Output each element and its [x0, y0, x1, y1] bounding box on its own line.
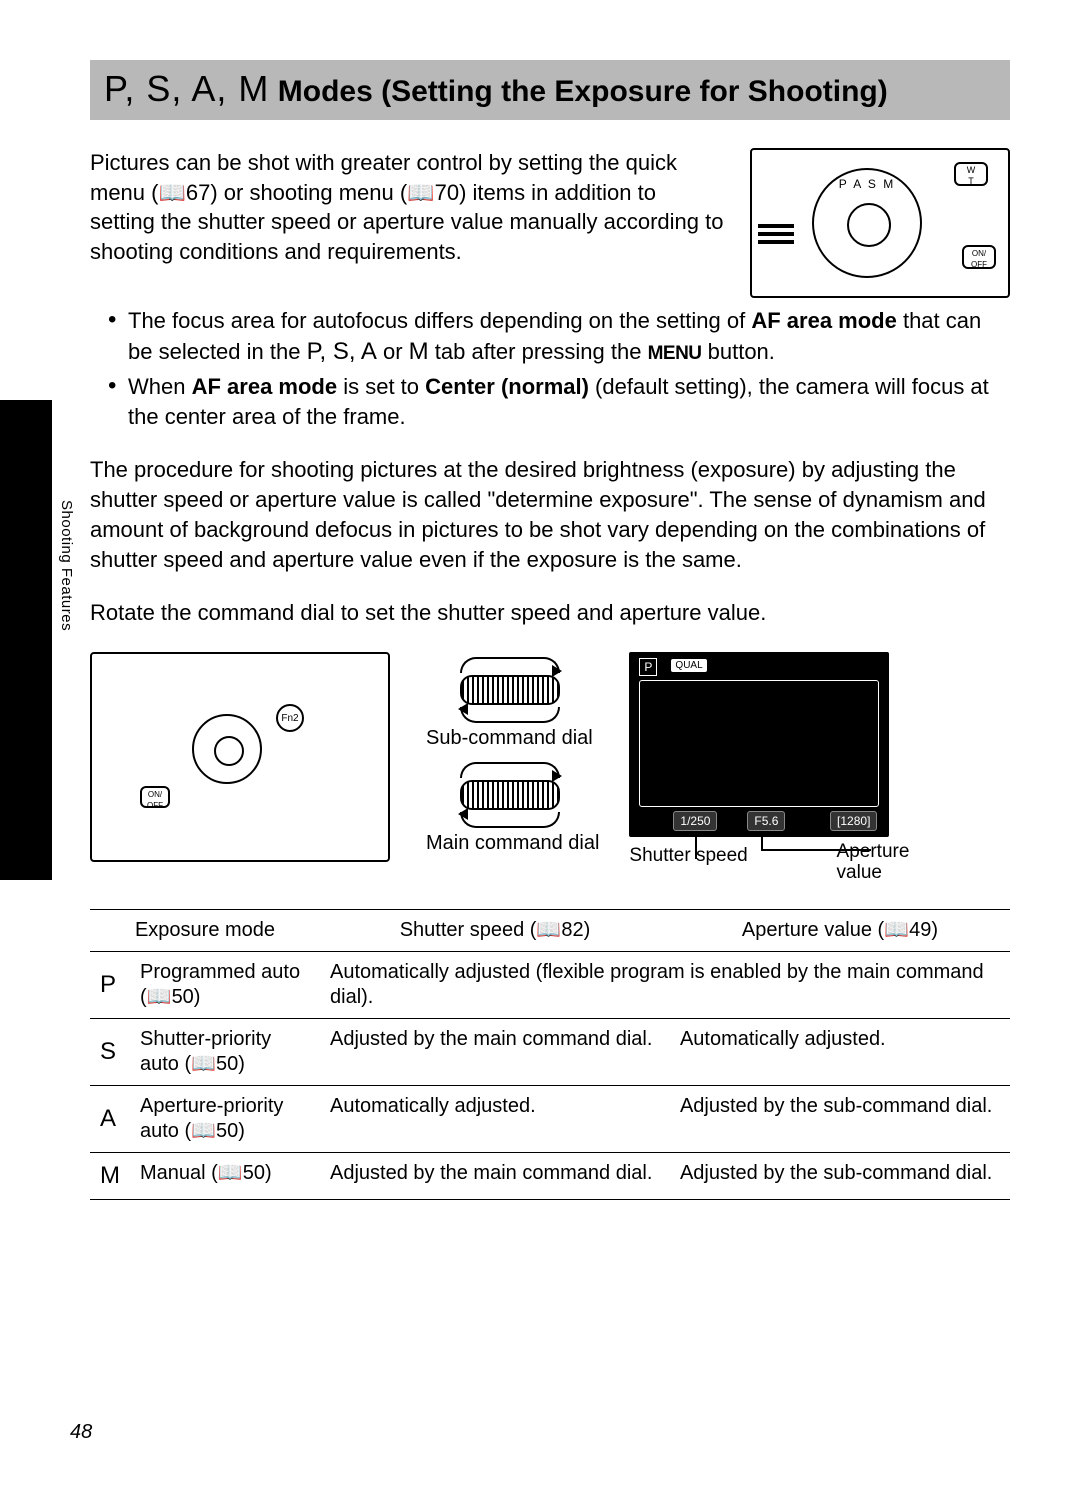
callout-line-icon	[695, 837, 697, 859]
mode-dial-letters: P A S M	[814, 176, 920, 192]
mode-aperture: Adjusted by the sub-command dial.	[670, 1085, 1010, 1152]
mode-shutter: Adjusted by the main command dial.	[320, 1152, 670, 1199]
mode-shutter: Automatically adjusted.	[320, 1085, 670, 1152]
title-text: Modes (Setting the Exposure for Shooting…	[269, 75, 887, 108]
lcd-mode-indicator: P	[639, 658, 657, 676]
main-command-dial-icon	[460, 780, 560, 810]
mode-symbol: P	[90, 951, 130, 1018]
bullet-list: The focus area for autofocus differs dep…	[108, 306, 1010, 431]
sub-command-dial-icon	[460, 675, 560, 705]
rotate-arrow-icon	[460, 707, 560, 723]
mode-desc: Automatically adjusted (flexible program…	[320, 951, 1010, 1018]
onoff-small-icon: ON/OFF	[140, 786, 170, 808]
onoff-button-icon: ON/OFF	[962, 245, 996, 269]
menu-button-label: MENU	[648, 343, 702, 364]
mode-dial-small-icon	[192, 714, 262, 784]
grip-lines-icon	[758, 220, 794, 260]
camera-top-illustration: P A S M WT ON/OFF	[750, 148, 1010, 298]
sub-dial-label: Sub-command dial	[426, 725, 593, 752]
lcd-count-value: [1280]	[830, 811, 877, 831]
mode-aperture: Adjusted by the sub-command dial.	[670, 1152, 1010, 1199]
table-row: P Programmed auto (📖50) Automatically ad…	[90, 951, 1010, 1018]
mode-symbol: S	[90, 1018, 130, 1085]
table-row: S Shutter-priority auto (📖50) Adjusted b…	[90, 1018, 1010, 1085]
bullet-center-normal: When AF area mode is set to Center (norm…	[108, 372, 1010, 431]
lcd-viewfinder-icon	[639, 680, 879, 807]
camera-dial-illustration: Fn2 ON/OFF	[90, 652, 390, 862]
th-shutter: Shutter speed (📖82)	[320, 909, 670, 951]
mode-name: Shutter-priority auto (📖50)	[130, 1018, 320, 1085]
shutter-speed-callout: Shutter speed	[629, 843, 747, 869]
lcd-shutter-value: 1/250	[673, 811, 717, 831]
main-dial-label: Main command dial	[426, 830, 599, 857]
dial-labels-group: Sub-command dial Main command dial	[420, 652, 599, 862]
rotate-instruction: Rotate the command dial to set the shutt…	[90, 598, 1010, 628]
section-title-bar: P, S, A, M Modes (Setting the Exposure f…	[90, 60, 1010, 120]
bullet-af-area: The focus area for autofocus differs dep…	[108, 306, 1010, 368]
mode-symbol: A	[90, 1085, 130, 1152]
table-row: M Manual (📖50) Adjusted by the main comm…	[90, 1152, 1010, 1199]
lcd-illustration: P QUAL 1/250 F5.6 [1280] Shutter speed A…	[629, 652, 889, 869]
table-row: A Aperture-priority auto (📖50) Automatic…	[90, 1085, 1010, 1152]
rotate-arrow-icon	[460, 657, 560, 673]
aperture-value-callout: Aperture value	[837, 842, 910, 884]
exposure-explanation: The procedure for shooting pictures at t…	[90, 455, 1010, 574]
page-number: 48	[70, 1421, 92, 1444]
rotate-arrow-icon	[460, 812, 560, 828]
exposure-modes-table: Exposure mode Shutter speed (📖82) Apertu…	[90, 909, 1010, 1200]
mode-name: Aperture-priority auto (📖50)	[130, 1085, 320, 1152]
mode-name: Manual (📖50)	[130, 1152, 320, 1199]
zoom-wt-icon: WT	[954, 162, 988, 186]
mode-name: Programmed auto (📖50)	[130, 951, 320, 1018]
mode-dial-icon: P A S M	[812, 168, 922, 278]
th-exposure-mode: Exposure mode	[90, 909, 320, 951]
lcd-aperture-value: F5.6	[747, 811, 785, 831]
mode-shutter: Adjusted by the main command dial.	[320, 1018, 670, 1085]
intro-paragraph: Pictures can be shot with greater contro…	[90, 148, 726, 298]
mode-symbol: M	[90, 1152, 130, 1199]
mode-aperture: Automatically adjusted.	[670, 1018, 1010, 1085]
rotate-arrow-icon	[460, 762, 560, 778]
th-aperture: Aperture value (📖49)	[670, 909, 1010, 951]
side-chapter-label: Shooting Features	[58, 500, 75, 631]
fn2-button-icon: Fn2	[276, 704, 304, 732]
title-modes: P, S, A, M	[104, 68, 269, 109]
lcd-qual-indicator: QUAL	[671, 659, 706, 673]
chapter-tab	[0, 400, 52, 880]
